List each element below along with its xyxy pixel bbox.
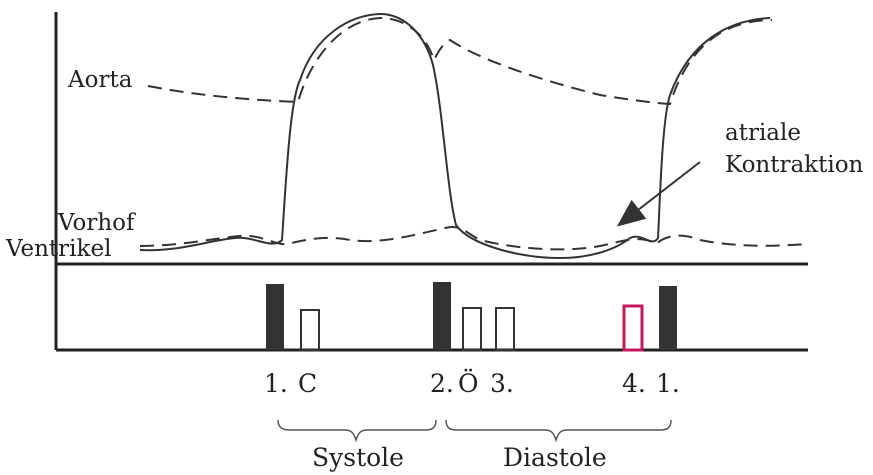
atrial-contraction-arrow bbox=[616, 161, 701, 227]
atrial-label-line2: Kontraktion bbox=[725, 152, 864, 178]
sound-label-s2: 2. bbox=[430, 369, 454, 398]
aorta-label: Aorta bbox=[67, 67, 133, 93]
sound-label-c: C bbox=[298, 369, 317, 398]
vorhof-label: Vorhof bbox=[57, 210, 136, 236]
opening-snap-bar bbox=[462, 307, 482, 351]
first-heart-sound-bar bbox=[266, 284, 284, 350]
sound-label-s4: 4. bbox=[622, 369, 646, 398]
aorta-pressure-curve bbox=[147, 16, 773, 106]
ventrikel-label: Ventrikel bbox=[5, 236, 111, 262]
first-heart-sound-bar-repeat bbox=[659, 286, 677, 350]
second-heart-sound-bar bbox=[433, 282, 451, 350]
fourth-heart-sound-bar bbox=[622, 304, 644, 352]
ventricle-pressure-curve bbox=[139, 12, 771, 260]
vorhof-pressure-curve bbox=[139, 226, 807, 251]
click-sound-bar bbox=[300, 309, 320, 351]
atrial-label-line1: atriale bbox=[725, 120, 801, 146]
sound-label-s1b: 1. bbox=[656, 369, 680, 398]
systole-label: Systole bbox=[312, 443, 404, 472]
systole-brace bbox=[277, 419, 437, 443]
diastole-label: Diastole bbox=[503, 443, 607, 472]
sound-label-s1: 1. bbox=[264, 369, 288, 398]
diastole-brace bbox=[445, 419, 672, 443]
sound-label-s3: 3. bbox=[490, 369, 514, 398]
third-heart-sound-bar bbox=[495, 307, 515, 351]
sound-label-o: Ö bbox=[458, 369, 479, 398]
